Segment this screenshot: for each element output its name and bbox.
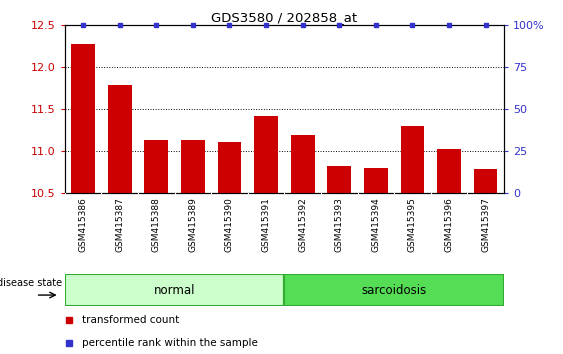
- Text: GSM415388: GSM415388: [152, 197, 160, 252]
- Bar: [71, 44, 95, 193]
- Bar: [254, 116, 278, 193]
- Bar: [217, 143, 242, 193]
- Bar: [284, 274, 504, 306]
- Bar: [181, 140, 205, 193]
- Text: GSM415393: GSM415393: [335, 197, 343, 252]
- Text: sarcoidosis: sarcoidosis: [361, 284, 427, 297]
- Text: GSM415389: GSM415389: [189, 197, 197, 252]
- Bar: [108, 85, 132, 193]
- Bar: [473, 170, 498, 193]
- Text: GSM415392: GSM415392: [298, 197, 307, 252]
- Text: normal: normal: [154, 284, 195, 297]
- Text: GSM415387: GSM415387: [115, 197, 124, 252]
- Text: GSM415386: GSM415386: [79, 197, 87, 252]
- Text: GSM415390: GSM415390: [225, 197, 234, 252]
- Text: GSM415391: GSM415391: [262, 197, 270, 252]
- Bar: [291, 135, 315, 193]
- Bar: [65, 274, 284, 306]
- Bar: [144, 140, 168, 193]
- Text: GSM415394: GSM415394: [372, 197, 380, 252]
- Text: percentile rank within the sample: percentile rank within the sample: [82, 338, 258, 348]
- Text: GSM415395: GSM415395: [408, 197, 417, 252]
- Bar: [437, 149, 461, 193]
- Text: disease state: disease state: [0, 278, 62, 288]
- Text: transformed count: transformed count: [82, 315, 180, 325]
- Title: GDS3580 / 202858_at: GDS3580 / 202858_at: [211, 11, 358, 24]
- Bar: [400, 126, 425, 193]
- Text: GSM415396: GSM415396: [445, 197, 453, 252]
- Text: GSM415397: GSM415397: [481, 197, 490, 252]
- Bar: [364, 168, 388, 193]
- Bar: [327, 166, 351, 193]
